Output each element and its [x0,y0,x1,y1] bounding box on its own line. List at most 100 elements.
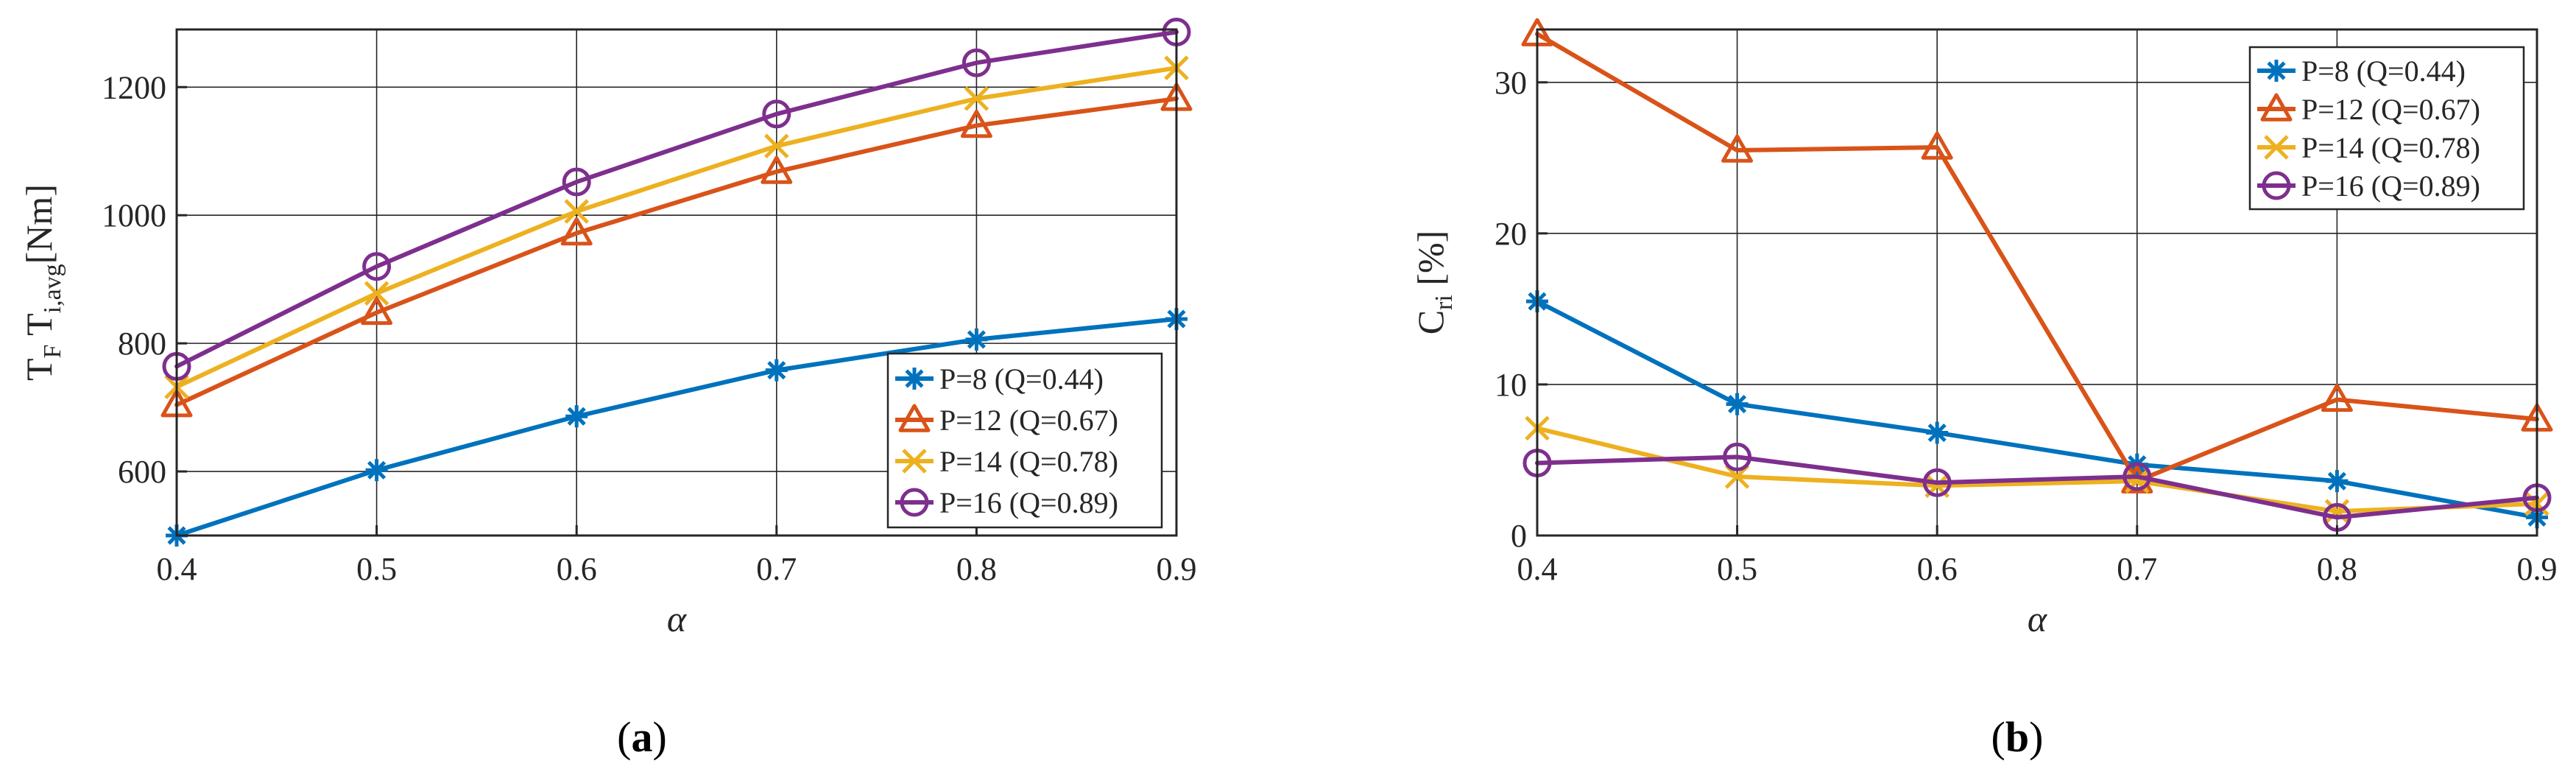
x-tick-label-a-5: 0.9 [1157,551,1197,587]
caption-b-close: ) [2029,713,2043,761]
legend-marker-b-1 [2260,93,2293,122]
data-point-b-3-1 [1723,442,1752,471]
data-point-b-0-1 [1726,393,1748,415]
axes-frame-a [175,28,1178,537]
y-label-a-part-4: i,avg [39,264,66,313]
x-tick-label-b-0: 0.4 [1517,551,1558,587]
x-tick-label-a-4: 0.8 [956,551,997,587]
data-point-a-1-3 [761,155,793,184]
legend-marker-a-2 [902,449,927,474]
legend-box-a [886,352,1163,529]
axes-frame-b [1536,28,2538,537]
legend-marker-b-0 [2265,60,2287,82]
y-label-a-part-2: F [39,345,66,359]
data-point-b-0-2 [1926,421,1949,444]
x-tick-label-a-2: 0.6 [557,551,597,587]
data-point-a-2-2 [564,199,589,224]
y-label-a-part-3: T [18,313,60,344]
data-point-a-2-3 [764,133,789,159]
x-tick-label-b-1: 0.5 [1717,551,1757,587]
data-point-b-3-3 [2122,462,2152,491]
series-line-a-0 [174,317,1179,538]
legend-label-a-0: P=8 (Q=0.44) [939,362,1104,396]
legend-label-b-0: P=8 (Q=0.44) [2301,55,2466,88]
data-point-b-1-4 [2321,383,2353,412]
y-label-a-part-1: T [18,358,60,381]
caption-b: (b) [1991,713,2044,761]
caption-a-label: a [632,713,653,761]
y-tick-label-b-3: 30 [1495,65,1527,101]
caption-a-close: ) [653,713,667,761]
legend-marker-a-3 [900,488,929,517]
data-point-a-1-2 [560,217,593,246]
y-tick-label-b-2: 20 [1495,216,1527,252]
y-axis-label-a: TF Ti,avg[Nm] [18,184,66,381]
y-label-b-part-2: ri [1430,295,1458,310]
y-tick-label-a-0: 600 [118,454,166,490]
legend-marker-a-0 [903,368,925,390]
legend-marker-b-2 [2264,135,2289,160]
data-point-a-3-1 [362,252,392,281]
series-line-b-1 [1535,32,2539,484]
series-line-b-2 [1535,426,2539,514]
legend-a: P=8 (Q=0.44) P=12 (Q=0.67) P=14 (Q=0.78) P=… [886,352,1163,529]
x-axis-label-b: α [2028,598,2048,639]
y-tick-label-b-0: 0 [1511,518,1527,554]
x-tick-label-a-1: 0.5 [356,551,397,587]
y-axis-label-b: Cri [%] [1410,231,1458,335]
chart-panel-b: 0.4 0.5 0.6 0.7 0.8 0.9 0 10 20 30 α Cri [%] P=8 … [1410,18,2558,761]
data-point-b-0-4 [2326,470,2349,493]
caption-b-open: ( [1991,713,2005,761]
x-tick-label-a-3: 0.7 [756,551,797,587]
y-tick-label-a-2: 1000 [102,197,166,234]
legend-label-b-1: P=12 (Q=0.67) [2301,93,2480,126]
y-tick-label-b-1: 10 [1495,367,1527,403]
legend-label-b-2: P=14 (Q=0.78) [2301,131,2480,164]
legend-label-a-3: P=16 (Q=0.89) [939,486,1118,519]
y-label-a-part-5: [Nm] [18,184,60,264]
tick-labels-a: 0.4 0.5 0.6 0.7 0.8 0.9 600 800 1000 1200 [102,69,1197,587]
data-point-a-0-3 [765,359,788,382]
series-line-a-1 [174,96,1179,407]
y-label-b-part-3: [%] [1410,231,1451,295]
data-point-a-1-1 [361,296,393,326]
x-tick-label-b-5: 0.9 [2517,551,2558,587]
legend-box-b [2248,46,2525,211]
legend-label-a-1: P=12 (Q=0.67) [939,404,1118,437]
series-line-b-0 [1535,299,2539,520]
x-axis-label-a: α [667,598,688,639]
data-point-a-3-2 [562,167,591,197]
x-tick-label-b-3: 0.7 [2117,551,2157,587]
data-point-b-1-2 [1921,131,1953,160]
caption-a-open: ( [617,713,631,761]
series-group-a [160,17,1193,547]
data-point-a-2-4 [964,86,989,111]
tick-labels-b: 0.4 0.5 0.6 0.7 0.8 0.9 0 10 20 30 [1495,65,2558,587]
caption-a: (a) [617,713,667,761]
series-line-a-3 [174,29,1179,369]
x-tick-label-b-4: 0.8 [2317,551,2357,587]
data-point-a-1-4 [960,109,992,138]
y-tick-label-a-1: 800 [118,326,166,362]
series-line-a-2 [174,66,1179,390]
data-point-a-0-1 [365,459,388,482]
data-point-a-3-4 [961,48,991,77]
data-point-a-0-4 [965,328,988,351]
series-line-b-3 [1535,454,2539,520]
x-tick-label-b-2: 0.6 [1917,551,1958,587]
legend-label-a-2: P=14 (Q=0.78) [939,445,1118,478]
data-point-b-1-1 [1721,134,1754,163]
chart-panel-a: 0.4 0.5 0.6 0.7 0.8 0.9 600 800 1000 1200 α TF Ti… [18,17,1197,761]
data-point-a-0-2 [565,405,588,428]
legend-b: P=8 (Q=0.44) P=12 (Q=0.67) P=14 (Q=0.78) P=… [2248,46,2525,211]
data-point-b-3-2 [1922,468,1952,497]
data-point-a-2-1 [364,281,389,306]
legend-marker-b-3 [2262,171,2291,200]
data-point-a-3-3 [762,99,791,129]
caption-b-label: b [2005,713,2029,761]
legend-marker-a-1 [898,404,931,432]
legend-label-b-3: P=16 (Q=0.89) [2301,169,2480,203]
y-tick-label-a-3: 1200 [102,69,166,105]
y-label-b-part-1: C [1410,310,1451,334]
